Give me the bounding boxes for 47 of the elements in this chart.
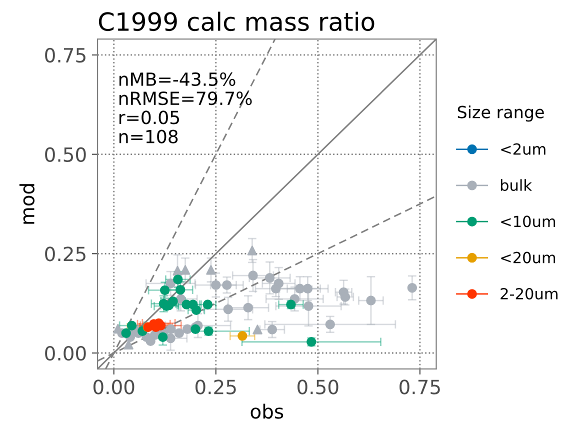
point [158, 332, 168, 342]
point [407, 282, 418, 293]
y-tick-label: 0.00 [45, 346, 86, 361]
legend-label: <10um [501, 216, 556, 228]
x-tick-label: 0.25 [196, 380, 236, 394]
x-tick-label: 0.75 [400, 380, 440, 394]
point [124, 340, 134, 350]
point [180, 265, 190, 275]
point [202, 300, 213, 310]
legend-label: <20um [501, 252, 556, 264]
annotation: r=0.05 [119, 110, 180, 124]
y-tick-label: 0.50 [45, 147, 86, 162]
point [366, 296, 376, 306]
point [302, 284, 313, 294]
annotation: n=108 [119, 130, 178, 144]
y-tick-label: 0.75 [45, 48, 86, 63]
x-axis-title: obs [250, 404, 284, 419]
point [267, 324, 278, 334]
point [340, 292, 350, 302]
point [222, 280, 232, 290]
point [247, 246, 258, 256]
legend-label: bulk [500, 179, 532, 191]
point [325, 320, 336, 330]
chart-title: C1999 calc mass ratio [98, 12, 374, 32]
legend-label: <2um [501, 143, 546, 155]
legend-label: 2-20um [500, 288, 558, 300]
x-tick-label: 0.50 [298, 380, 338, 394]
point [166, 278, 176, 288]
point [172, 266, 182, 276]
point [248, 270, 258, 280]
point [121, 328, 131, 338]
point [206, 265, 216, 275]
point [173, 274, 183, 284]
y-axis-title: mod [19, 184, 34, 224]
point [174, 328, 184, 338]
point [243, 302, 253, 313]
point [182, 324, 192, 334]
y-tick-label: 0.25 [45, 246, 86, 262]
point [223, 304, 233, 314]
point [191, 305, 202, 315]
annotation: nRMSE=79.7% [119, 91, 252, 106]
legend-title: Size range [458, 105, 544, 122]
point [238, 331, 248, 341]
point [271, 284, 281, 294]
annotation: nMB=-43.5% [119, 72, 236, 86]
point [252, 324, 262, 334]
x-tick-label: 0.00 [93, 380, 134, 394]
